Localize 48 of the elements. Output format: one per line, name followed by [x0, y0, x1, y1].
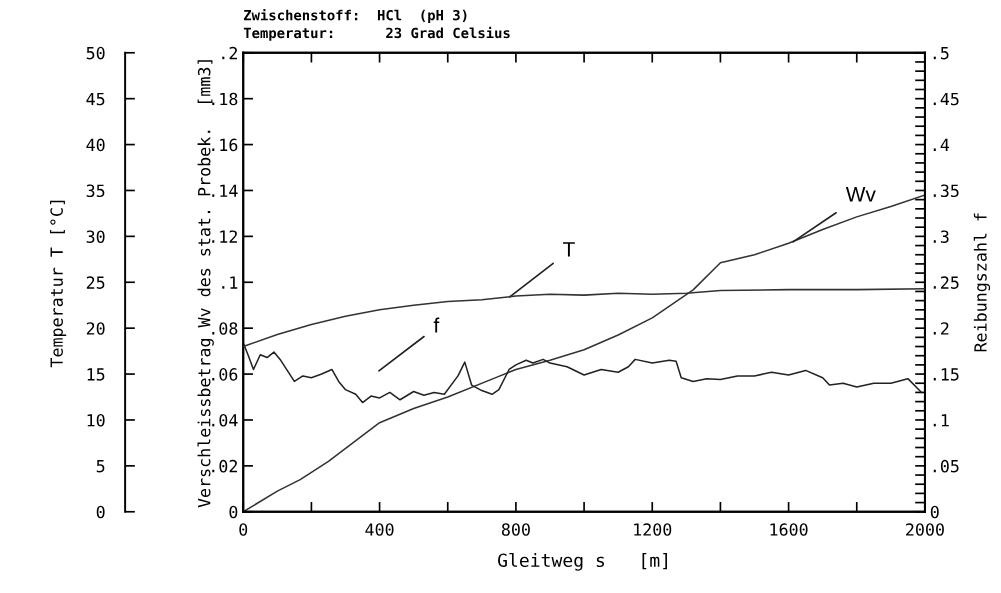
- y2-axis-title: Reibungszahl f: [973, 213, 991, 352]
- y-tick-label: .06: [212, 368, 238, 381]
- y2-tick-label: .4: [933, 138, 950, 151]
- x-tick-label: 400: [365, 523, 394, 536]
- x-tick-label: 0: [239, 523, 248, 536]
- y2-tick-label: .15: [933, 368, 959, 381]
- y3-tick-label: 5: [96, 460, 105, 473]
- y2-tick-label: 0: [930, 505, 939, 519]
- y3-tick-label: 15: [87, 368, 105, 381]
- y2-tick-label: .3: [933, 230, 949, 243]
- y3-tick-label: 45: [86, 92, 105, 106]
- y2-tick-label: .35: [933, 184, 959, 198]
- y-tick-label: .1: [222, 276, 238, 289]
- x-tick-label: 2000: [906, 523, 944, 536]
- x-tick-label: 1600: [770, 523, 808, 536]
- y3-tick-label: 25: [86, 276, 105, 289]
- y2-tick-label: .5: [933, 47, 949, 60]
- annotation: f: [433, 317, 440, 333]
- y2-tick-label: .2: [933, 322, 949, 335]
- chart-subtitle: Temperatur: 23 Grad Celsius: [243, 26, 510, 41]
- y3-tick-label: 35: [86, 184, 105, 198]
- y3-tick-label: 0: [96, 505, 105, 519]
- y-tick-label: .02: [212, 459, 237, 473]
- y2-tick-label: .1: [933, 414, 949, 427]
- y-tick-label: .18: [212, 92, 238, 106]
- chart-title: Zwischenstoff: HCl (pH 3): [244, 8, 467, 24]
- y-tick-label: 0: [229, 505, 238, 519]
- y-tick-label: .12: [212, 230, 237, 243]
- x-tick-label: 800: [501, 523, 530, 536]
- y3-tick-label: 10: [87, 413, 105, 427]
- y-tick-label: .08: [212, 322, 238, 335]
- y-tick-label: .2: [222, 46, 237, 60]
- y3-tick-label: 50: [86, 46, 105, 60]
- y2-tick-label: .05: [933, 459, 959, 473]
- x-axis-title: Gleitweg s [m]: [498, 552, 667, 571]
- y-tick-label: .14: [212, 184, 238, 197]
- annotation: Wv: [845, 187, 876, 202]
- y-tick-label: .04: [212, 413, 238, 427]
- y3-tick-label: 40: [86, 138, 105, 152]
- annotation: T: [563, 242, 575, 257]
- y-tick-label: .16: [212, 138, 238, 152]
- y2-tick-label: .25: [933, 276, 959, 289]
- y2-tick-label: .45: [933, 92, 959, 106]
- y3-tick-label: 20: [86, 322, 105, 335]
- y3-tick-label: 30: [86, 230, 105, 243]
- x-tick-label: 1200: [634, 523, 672, 536]
- y3-axis-title: Temperatur T [°C]: [50, 200, 67, 368]
- line-series: [243, 342, 923, 404]
